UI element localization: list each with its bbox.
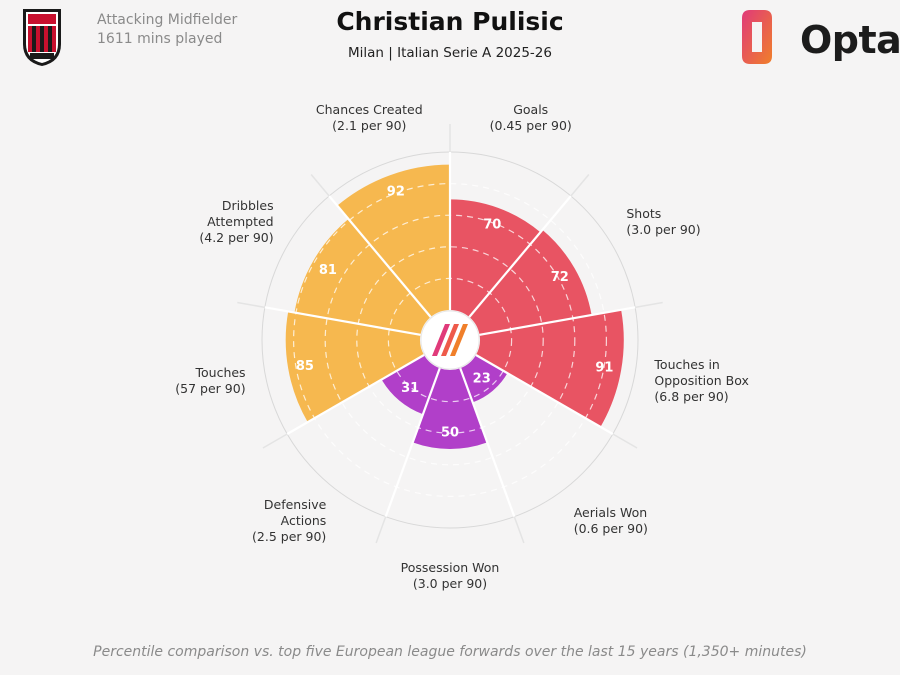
radar-wedge-defensive-actions <box>381 355 440 415</box>
value-label-goals: 70 <box>483 217 501 232</box>
radar-spoke-extension <box>635 301 663 309</box>
minutes-played: 1611 mins played <box>97 31 223 47</box>
radar-spoke-extension <box>262 433 288 449</box>
radar-wedge-dribbles-attempted <box>294 218 431 335</box>
radar-spoke-extension <box>570 174 590 197</box>
value-label-chances-created: 92 <box>387 185 405 200</box>
radar-spoke-extension <box>237 301 265 309</box>
radar-spoke <box>286 354 425 435</box>
value-label-touches: 85 <box>296 359 314 374</box>
radar-wedge-chances-created <box>337 164 450 318</box>
radar-spoke <box>468 195 572 318</box>
radar-wedge-shots <box>469 229 592 335</box>
radar-spoke <box>479 306 636 336</box>
radar-chart: 70 72 91 23 50 31 85 81 92 Goals (0.45 per 90) Sho… <box>175 102 749 591</box>
category-label-goals: Goals (0.45 per 90) <box>490 102 572 133</box>
player-meta: Attacking Midfielder 1611 mins played <box>97 11 237 49</box>
category-label-chances-created: Chances Created (2.1 per 90) <box>316 102 423 133</box>
radar-wedge-touches <box>285 311 425 423</box>
value-label-shots: 72 <box>551 270 569 285</box>
radar-spoke <box>384 367 441 518</box>
value-label-possession-won: 50 <box>441 426 459 441</box>
radar-spoke <box>328 195 432 318</box>
radar-wedge-possession-won <box>412 368 488 449</box>
subtitle: Milan | Italian Serie A 2025-26 <box>348 45 552 61</box>
category-label-defensive-actions: Defensive Actions (2.5 per 90) <box>252 497 327 544</box>
radar-spoke <box>475 354 614 435</box>
radar-spoke <box>264 306 421 336</box>
category-label-shots: Shots (3.0 per 90) <box>626 206 700 237</box>
category-label-touches: Touches (57 per 90) <box>175 365 245 396</box>
radar-spoke-extension <box>612 433 638 449</box>
footnote: Percentile comparison vs. top five Europ… <box>93 644 807 660</box>
position-label: Attacking Midfielder <box>97 12 238 28</box>
value-label-dribbles-attempted: 81 <box>319 263 337 278</box>
category-label-touches-in-opposition-box: Touches in Opposition Box (6.8 per 90) <box>653 357 749 404</box>
page-title: Christian Pulisic <box>336 7 564 36</box>
club-badge <box>23 9 61 66</box>
radar-spoke-extension <box>310 174 330 197</box>
grid-ring <box>356 246 544 434</box>
value-label-touches-in-opposition-box: 91 <box>595 361 613 376</box>
radar-spoke-extension <box>375 516 387 544</box>
grid-ring <box>293 183 607 497</box>
category-label-dribbles-attempted: Dribbles Attempted (4.2 per 90) <box>199 198 273 245</box>
value-label-defensive-actions: 31 <box>401 381 419 396</box>
category-label-possession-won: Possession Won (3.0 per 90) <box>401 560 500 591</box>
radar-spoke-extension <box>513 516 525 544</box>
category-label-aerials-won: Aerials Won (0.6 per 90) <box>574 505 648 536</box>
opta-logo-icon <box>742 10 772 64</box>
center-logo-slash <box>441 324 459 356</box>
value-label-aerials-won: 23 <box>473 371 491 386</box>
center-logo-slash <box>450 324 468 356</box>
radar-spoke <box>459 367 516 518</box>
center-logo-slash <box>432 324 450 356</box>
brand-name: Opta <box>800 18 900 62</box>
radar-wedge-touches-in-opposition-box <box>475 309 624 427</box>
